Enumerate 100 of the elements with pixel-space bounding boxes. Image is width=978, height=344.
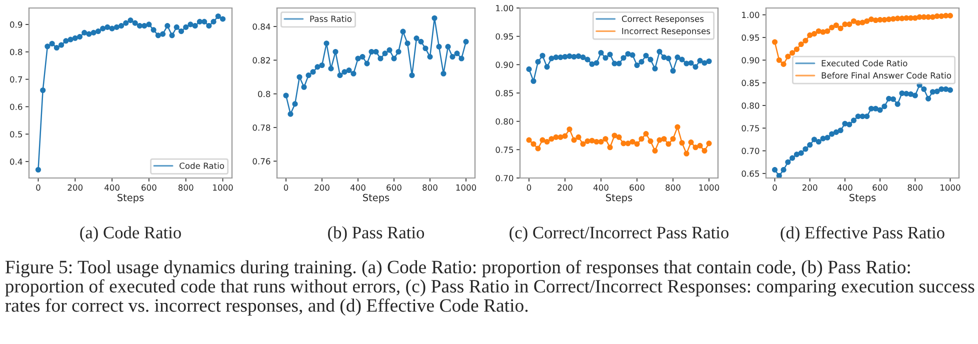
point: [188, 22, 194, 28]
point: [427, 54, 433, 60]
x-tick-label: 800: [908, 184, 923, 191]
point: [877, 107, 883, 113]
text: (d) Effective Pass Ratio: [780, 226, 944, 242]
point: [400, 28, 406, 34]
x-tick-label: 0: [284, 184, 288, 191]
point: [829, 131, 835, 137]
point: [908, 91, 914, 97]
point: [926, 96, 932, 102]
x-tick-label: 800: [422, 184, 438, 191]
point: [634, 62, 640, 68]
point: [391, 56, 397, 62]
point: [535, 59, 541, 65]
point: [598, 138, 604, 145]
point: [58, 42, 64, 48]
point: [772, 167, 778, 173]
point: [571, 54, 577, 60]
y-tick-label: 0.80: [742, 102, 760, 109]
point: [44, 44, 50, 50]
point: [589, 61, 595, 67]
point: [174, 24, 180, 30]
point: [432, 15, 438, 21]
point: [846, 122, 852, 128]
point: [310, 69, 316, 75]
point: [692, 64, 698, 70]
y-tick-label: 0.75: [742, 125, 760, 132]
point: [807, 32, 813, 38]
y-tick-label: 0.7: [10, 76, 22, 83]
point: [463, 38, 469, 44]
point: [824, 28, 830, 34]
point: [868, 16, 874, 22]
point: [648, 138, 654, 144]
point: [332, 48, 338, 55]
point: [638, 136, 644, 142]
point: [109, 26, 115, 32]
point: [785, 54, 791, 60]
y-tick-label: 0.75: [496, 146, 514, 153]
legend-label: Incorrect Reseponses: [622, 28, 710, 36]
caption: Figure 5: Tool usage dynamics during training. (a) Code Ratio: proportion of responses that contain code, (b) Pass Ratio: proportion of executed code that runs without errors, (c) Pass Ratio in Correct/Incorrect Responses: comparing execution success rates for correct vs. incorrect responses, and (d) Effective Code Ratio.: [5, 260, 974, 316]
point: [314, 64, 320, 70]
point: [802, 146, 808, 152]
point: [780, 61, 786, 67]
x-tick-label: 0: [772, 184, 777, 191]
point: [706, 58, 712, 64]
text: (c) Correct/Incorrect Pass Ratio: [510, 226, 728, 242]
point: [104, 24, 110, 30]
point: [337, 72, 343, 78]
x-tick-label: 0: [526, 184, 532, 191]
x-tick-label: 200: [68, 184, 83, 191]
x-tick-label: 1000: [699, 184, 720, 191]
point: [850, 118, 857, 124]
point: [40, 87, 46, 94]
point: [602, 136, 608, 142]
point: [296, 74, 302, 80]
point: [530, 141, 536, 147]
point: [807, 142, 813, 148]
x-tick-label: 600: [386, 184, 402, 191]
point: [790, 155, 796, 161]
point: [548, 136, 554, 142]
point: [49, 40, 55, 46]
x-tick-label: 1000: [213, 184, 233, 191]
point: [692, 144, 698, 150]
point: [602, 55, 608, 61]
point: [562, 54, 568, 60]
point: [378, 56, 384, 62]
point: [702, 148, 708, 154]
point: [798, 41, 804, 48]
x-tick-label: 1000: [940, 184, 960, 191]
point: [684, 150, 690, 156]
point: [833, 22, 839, 28]
point: [386, 47, 392, 53]
point: [404, 40, 410, 46]
point: [220, 16, 226, 22]
point: [440, 70, 446, 76]
point: [202, 18, 208, 24]
point: [776, 172, 782, 178]
y-tick-label: 0.8: [258, 90, 270, 98]
y-tick-label: 0.80: [496, 118, 514, 125]
y-tick-label: 0.90: [742, 57, 760, 64]
point: [288, 111, 294, 117]
point: [306, 72, 312, 78]
x-tick-label: 1000: [456, 184, 476, 191]
text: (b) Pass Ratio: [328, 226, 424, 242]
point: [63, 38, 69, 44]
y-tick-label: 1.00: [742, 12, 760, 18]
x-tick-label: 400: [593, 184, 608, 191]
point: [890, 96, 896, 102]
point: [283, 92, 289, 98]
point: [666, 141, 672, 147]
point: [811, 136, 818, 142]
x-axis-title: Steps: [850, 194, 876, 204]
point: [772, 39, 778, 45]
point: [72, 35, 78, 41]
x-tick-label: 400: [104, 184, 120, 191]
point: [616, 134, 622, 140]
text: (a) Code Ratio: [80, 226, 181, 242]
point: [934, 88, 940, 94]
y-tick-label: 0.76: [252, 158, 270, 164]
point: [894, 101, 900, 107]
